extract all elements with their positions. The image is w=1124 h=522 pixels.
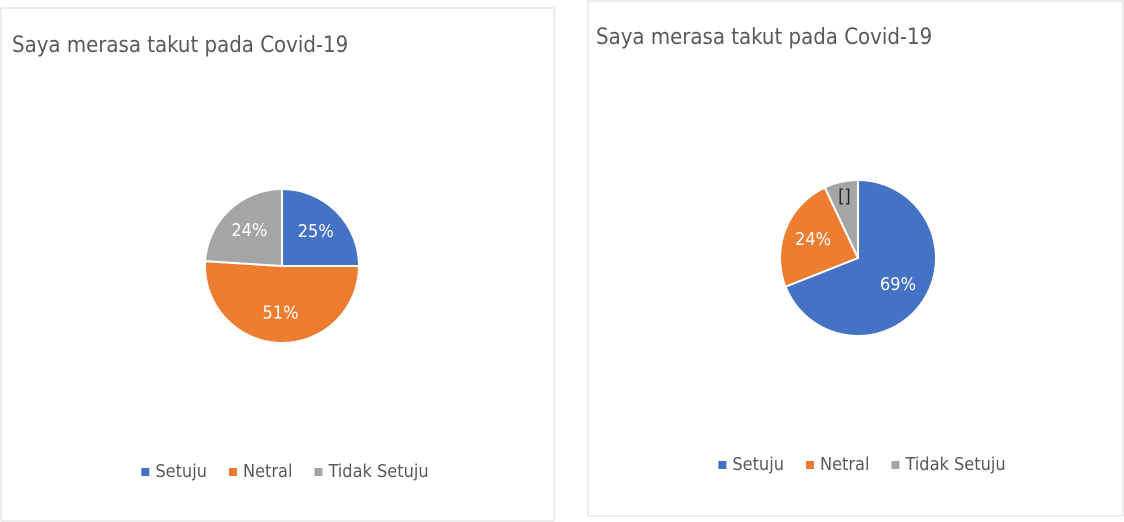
legend-label: Tidak Setuju [327,461,428,482]
legend-label: Setuju [732,454,784,475]
legend-marker [314,468,323,476]
pie-slice [779,186,860,289]
legend-label: Netral [820,454,870,475]
data-label: 25% [298,221,334,242]
data-label: 24% [231,220,267,241]
pie-slice [823,178,859,259]
data-label: [] [838,186,851,207]
legend-marker [228,468,237,476]
data-label: 51% [263,303,299,324]
pie-slice [204,187,283,268]
legend-marker [141,468,150,476]
legend-label: Netral [243,461,293,482]
pie-slice [204,260,361,344]
chart-title: Saya merasa takut pada Covid-19 [596,25,932,50]
legend-marker [718,461,727,469]
legend-marker [805,461,814,469]
pie-slice [784,178,937,337]
pie-slice [281,187,361,267]
legend-label: Setuju [155,461,207,482]
legend-marker [891,461,900,469]
legend-label: Tidak Setuju [904,454,1005,475]
data-label: 24% [795,229,831,250]
chart-title: Saya merasa takut pada Covid-19 [12,33,348,58]
data-label: 69% [880,274,916,295]
